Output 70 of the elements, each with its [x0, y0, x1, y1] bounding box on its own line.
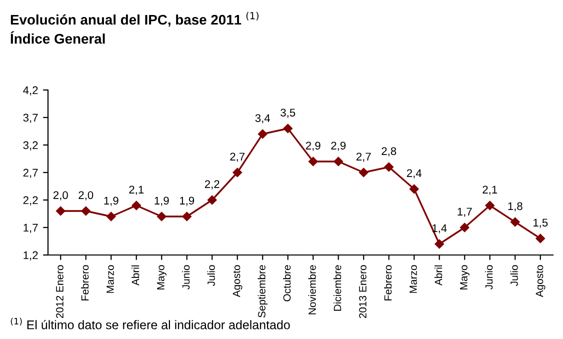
point — [258, 129, 268, 139]
point — [106, 212, 116, 222]
text: $^{(1)}$ El último dato se refiere al indicador adelantado — [10, 318, 290, 330]
point — [81, 206, 90, 216]
point — [182, 212, 192, 222]
chart-subtitle: Índice General — [10, 31, 105, 44]
data-label: 1,9 — [154, 196, 169, 206]
x-tick-label: Abril — [132, 265, 140, 286]
point — [510, 217, 520, 227]
x-tick-label: Junio — [182, 265, 190, 290]
chart-title: Evolución anual del IPC, base 2011 $^{(1)}$ — [10, 12, 258, 27]
x-tick-label: Junio — [485, 265, 493, 290]
data-label: 2,9 — [306, 142, 320, 151]
x-tick-label: Abril — [434, 265, 442, 286]
data-label: 2,1 — [482, 186, 498, 195]
x-tick-label: Agosto — [232, 265, 242, 298]
x-tick-label: Diciembre — [334, 265, 342, 311]
x-tick-label: Mayo — [460, 265, 470, 290]
x-tick-label: Mayo — [157, 265, 166, 290]
x-tick-label: Noviembre — [308, 265, 316, 314]
data-label: 2,9 — [331, 142, 346, 151]
point — [485, 200, 494, 210]
y-tick-label: 4,2 — [23, 86, 38, 96]
point — [132, 200, 141, 210]
x-tick-label: 2013 Enero — [359, 265, 366, 318]
point — [410, 184, 419, 194]
data-label: 1,5 — [534, 218, 548, 228]
y-tick-label: 1,7 — [24, 224, 38, 233]
point — [460, 222, 470, 232]
point — [434, 239, 444, 249]
x-tick-label: Septiembre — [258, 265, 268, 318]
data-label: 2,0 — [53, 191, 68, 200]
y-tick-label: 3,7 — [23, 114, 38, 123]
data-label: 1,9 — [104, 196, 118, 206]
x-tick-label: Marzo — [106, 265, 114, 293]
data-label: 2,0 — [78, 191, 94, 200]
point — [283, 124, 292, 134]
data-label: 2,2 — [204, 180, 220, 190]
y-tick-label: 2,7 — [23, 168, 38, 178]
x-tick-label: Febrero — [81, 265, 89, 300]
data-label: 1,9 — [180, 196, 194, 206]
point — [308, 156, 318, 166]
data-label: 2,8 — [382, 147, 396, 156]
point — [334, 156, 343, 166]
data-label: 3,4 — [255, 114, 270, 124]
point — [157, 212, 166, 222]
data-label: 1,8 — [508, 202, 522, 212]
data-label: 2,4 — [406, 169, 422, 178]
y-tick-label: 2,2 — [23, 196, 38, 206]
y-tick-label: 1,2 — [24, 251, 38, 260]
point — [384, 162, 394, 172]
x-tick-label: 2012 Enero — [56, 265, 64, 318]
point — [56, 206, 66, 216]
data-label: 2,7 — [230, 152, 245, 162]
x-tick-label: Julio — [510, 265, 518, 286]
x-tick-label: Marzo — [410, 265, 417, 293]
data-label: 1,7 — [458, 208, 472, 217]
y-tick-label: 3,2 — [23, 141, 38, 150]
point — [536, 234, 545, 244]
x-tick-label: Febrero — [384, 265, 392, 300]
point — [232, 168, 242, 178]
point — [208, 195, 217, 205]
point — [359, 168, 368, 178]
data-label: 1,4 — [432, 224, 447, 234]
data-label: 2,7 — [356, 152, 371, 162]
x-tick-label: Octubre — [283, 265, 291, 302]
data-label: 3,5 — [280, 108, 296, 118]
data-label: 2,1 — [129, 186, 144, 195]
x-tick-label: Julio — [207, 265, 215, 286]
x-tick-label: Agosto — [536, 265, 546, 298]
